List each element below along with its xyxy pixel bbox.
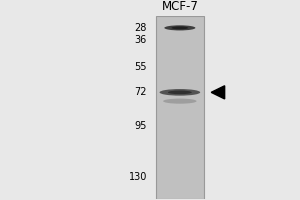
Ellipse shape	[172, 26, 188, 29]
Text: 28: 28	[135, 23, 147, 33]
Polygon shape	[211, 86, 225, 99]
Text: 36: 36	[135, 35, 147, 45]
Bar	[156, 16, 204, 199]
Text: 95: 95	[135, 121, 147, 131]
Ellipse shape	[164, 25, 195, 30]
Text: 130: 130	[129, 172, 147, 182]
Ellipse shape	[160, 89, 200, 96]
Ellipse shape	[168, 91, 192, 94]
Ellipse shape	[163, 99, 196, 104]
Text: 55: 55	[134, 62, 147, 72]
Text: MCF-7: MCF-7	[161, 0, 198, 13]
Text: 72: 72	[134, 87, 147, 97]
